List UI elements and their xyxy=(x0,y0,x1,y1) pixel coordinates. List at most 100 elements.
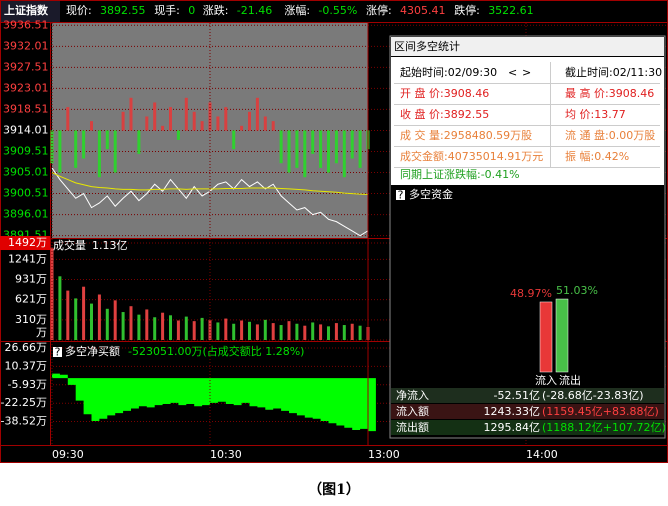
strength-bar xyxy=(176,130,180,140)
volume-bar xyxy=(58,276,62,340)
help-icon-text: ? xyxy=(55,346,61,359)
strength-bar xyxy=(121,111,125,131)
strength-bar xyxy=(74,130,78,168)
funds-row xyxy=(391,420,664,435)
funds-value: 1243.33亿 xyxy=(484,405,541,418)
header-label: 涨停: xyxy=(366,3,392,17)
volume-bar xyxy=(350,323,354,340)
volume-bar xyxy=(342,325,346,340)
y-tick-label: 3918.51 xyxy=(3,102,49,115)
volume-bar xyxy=(263,319,267,340)
volume-bar xyxy=(97,294,101,340)
volume-bar xyxy=(358,325,362,340)
strength-bar xyxy=(303,130,307,178)
x-tick-label: 09:30 xyxy=(52,448,84,461)
help-icon xyxy=(396,190,405,200)
strength-bar xyxy=(169,107,172,131)
volume-total: 1.13亿 xyxy=(92,239,128,252)
strength-bar xyxy=(129,97,133,131)
volume-bar xyxy=(287,321,291,340)
help-icon xyxy=(53,347,62,357)
volume-bar xyxy=(153,317,157,340)
y-tick-label: 310万 xyxy=(15,313,47,326)
panel-table xyxy=(391,57,664,185)
panel-cell: 成 交 量:2958480.59万股 xyxy=(400,128,532,142)
y-tick-label: 621万 xyxy=(15,293,47,306)
volume-bar xyxy=(169,315,172,340)
strength-bar xyxy=(145,116,149,131)
panel-cell: 起始时间:02/09:30 xyxy=(400,65,497,79)
x-tick-label: 13:00 xyxy=(368,448,400,461)
funds-value: 1295.84亿 xyxy=(484,421,541,434)
header-value: 0 xyxy=(188,4,195,17)
highlight xyxy=(0,236,50,251)
panel-cell: 截止时间:02/11:30 xyxy=(565,65,662,79)
strength-bar xyxy=(192,111,196,131)
header-value: -21.46 xyxy=(237,4,272,17)
funds-bar xyxy=(555,298,569,373)
strength-bar xyxy=(82,130,86,159)
strength-bar xyxy=(342,130,346,178)
flow-summary: -523051.00万(占成交额比 1.28%) xyxy=(128,344,304,358)
y-tick-label: 1241万 xyxy=(8,252,47,265)
y-tick-label: 3905.01 xyxy=(3,166,49,179)
y-tick-label: -22.25万 xyxy=(1,396,47,409)
header-label: 现手: xyxy=(154,3,180,17)
volume-bar xyxy=(121,312,125,340)
panel-cell: 开 盘 价:3908.46 xyxy=(400,86,489,100)
volume-bar xyxy=(145,309,149,340)
volume-bar xyxy=(176,320,180,340)
header-value: 3892.55 xyxy=(100,4,146,17)
volume-title: 成交量 xyxy=(53,238,86,252)
strength-bar xyxy=(97,130,101,178)
flow-area xyxy=(52,373,376,432)
volume-bar xyxy=(105,308,109,340)
strength-bar xyxy=(58,130,62,173)
funds-title: 多空资金 xyxy=(409,187,453,201)
y-tick-label: 3896.01 xyxy=(3,208,49,221)
panel-cell: 振 幅:0.42% xyxy=(565,149,629,163)
strength-bar xyxy=(113,130,117,173)
volume-bar xyxy=(271,323,275,340)
header-value: 4305.41 xyxy=(400,4,446,17)
funds-label: 流入额 xyxy=(396,404,429,418)
panel-cell: 均 价:13.77 xyxy=(565,108,626,121)
panel-cell: 成交金额:40735014.91万元 xyxy=(400,149,543,163)
volume-bar xyxy=(327,326,330,340)
volume-bar xyxy=(129,306,133,340)
strength-bar xyxy=(200,121,204,131)
header-label: 跌停: xyxy=(454,3,480,17)
strength-bar xyxy=(248,111,251,131)
header-label: 涨跌: xyxy=(203,3,229,17)
header-label: 涨幅: xyxy=(284,4,310,17)
strength-bar xyxy=(224,107,228,131)
volume-bar xyxy=(319,324,323,340)
y-tick-label: 3927.51 xyxy=(3,60,49,73)
funds-bar xyxy=(539,301,553,373)
strength-bar xyxy=(216,116,220,131)
strength-bar xyxy=(66,107,70,131)
y-tick-label: -38.52万 xyxy=(1,415,47,428)
funds-value: -52.51亿 xyxy=(494,389,540,402)
strength-bar xyxy=(295,130,299,168)
strength-bar xyxy=(350,130,354,159)
strength-bar xyxy=(311,130,315,154)
y-tick-label: 10.37万 xyxy=(5,359,48,372)
funds-row xyxy=(391,404,664,419)
funds-detail: (-28.68亿-23.83亿) xyxy=(542,389,644,402)
panel-change: 同期上证涨跌幅:-0.41% xyxy=(400,167,520,181)
y-tick-label: 3923.01 xyxy=(3,81,49,94)
volume-bar xyxy=(240,320,244,340)
caption: （图1） xyxy=(308,482,360,498)
value-label: 48.97% xyxy=(510,287,552,300)
y-tick-label: 26.66万 xyxy=(5,341,48,354)
volume-bar xyxy=(200,317,204,340)
strength-bar xyxy=(287,130,291,173)
y-tick-label: 3909.51 xyxy=(3,144,49,157)
value-label: 51.03% xyxy=(556,284,598,297)
volume-bar xyxy=(161,312,165,340)
volume-bar xyxy=(113,300,117,340)
panel-title: 区间多空统计 xyxy=(394,39,460,53)
strength-bar xyxy=(327,130,330,173)
